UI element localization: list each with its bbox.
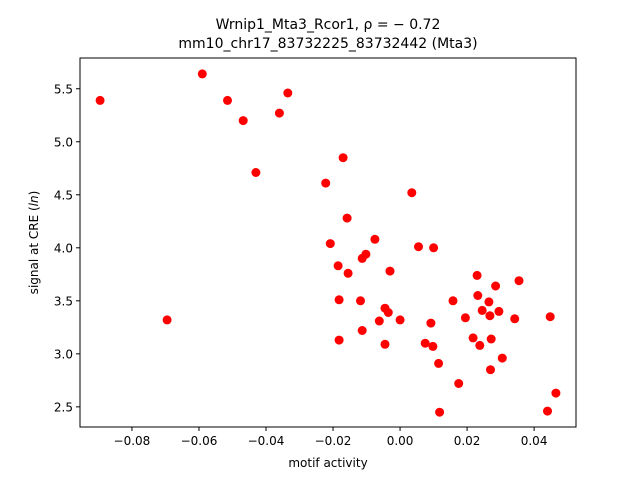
data-point	[334, 335, 344, 345]
data-point	[551, 388, 561, 398]
data-point	[361, 249, 371, 259]
data-point	[477, 305, 487, 315]
x-axis-label: motif activity	[288, 456, 367, 470]
data-point	[385, 266, 395, 276]
data-point	[274, 108, 284, 118]
x-tick-label: −0.08	[114, 434, 151, 448]
data-point	[343, 268, 353, 278]
x-tick-label: −0.02	[315, 434, 352, 448]
data-point	[484, 297, 494, 307]
x-tick-label: 0.04	[521, 434, 548, 448]
data-point	[383, 308, 393, 317]
data-point	[543, 406, 552, 416]
x-tick-label: −0.04	[248, 434, 285, 448]
data-point	[380, 339, 390, 349]
data-points	[95, 69, 561, 417]
data-point	[420, 338, 430, 348]
data-point	[491, 281, 501, 291]
data-point	[486, 365, 495, 375]
data-point	[426, 318, 436, 328]
x-axis-ticks: −0.08 −0.06 −0.04 −0.02 0.00 0.02 0.04	[114, 427, 548, 448]
y-tick-label: 5.5	[54, 82, 73, 96]
data-point	[338, 153, 348, 163]
y-tick-label: 5.0	[54, 135, 73, 149]
data-point	[485, 311, 495, 321]
data-point	[428, 341, 438, 351]
data-point	[486, 334, 496, 344]
plot-frame	[79, 57, 577, 428]
data-point	[473, 291, 483, 300]
data-point	[356, 296, 365, 306]
data-point	[514, 276, 524, 286]
data-point	[321, 178, 331, 188]
data-point	[395, 315, 405, 325]
data-point	[429, 243, 439, 253]
data-point	[454, 379, 464, 388]
data-point	[460, 313, 470, 323]
data-point	[197, 69, 207, 79]
data-point	[283, 88, 293, 98]
data-point	[448, 296, 458, 306]
chart-title-line2: mm10_chr17_83732225_83732442 (Mta3)	[178, 36, 477, 52]
data-point	[162, 315, 172, 325]
y-tick-label: 4.0	[54, 241, 73, 255]
data-point	[325, 239, 335, 249]
data-point	[434, 358, 444, 368]
data-point	[333, 261, 343, 271]
data-point	[238, 116, 248, 126]
data-point	[494, 306, 504, 316]
y-axis-label: signal at CRE (ln)	[27, 191, 41, 295]
data-point	[414, 242, 423, 252]
data-point	[497, 353, 507, 363]
y-tick-label: 3.5	[54, 294, 73, 308]
data-point	[95, 95, 105, 105]
x-tick-label: −0.06	[181, 434, 218, 448]
y-axis-ticks: 2.5 3.0 3.5 4.0 4.5 5.0 5.5	[54, 82, 80, 414]
data-point	[357, 326, 367, 335]
data-point	[407, 188, 417, 198]
data-point	[475, 340, 485, 350]
x-tick-label: 0.00	[387, 434, 414, 448]
y-tick-label: 4.5	[54, 188, 73, 202]
y-tick-label: 3.0	[54, 347, 73, 361]
data-point	[370, 234, 380, 244]
data-point	[435, 407, 445, 417]
chart-title-line1: Wrnip1_Mta3_Rcor1, ρ = − 0.72	[216, 17, 441, 33]
data-point	[334, 295, 344, 305]
data-point	[468, 333, 478, 343]
x-tick-label: 0.02	[454, 434, 481, 448]
data-point	[374, 316, 384, 326]
y-tick-label: 2.5	[54, 400, 73, 414]
data-point	[223, 95, 232, 105]
data-point	[342, 213, 352, 223]
data-point	[251, 168, 261, 177]
data-point	[472, 270, 482, 280]
data-point	[545, 312, 555, 322]
data-point	[510, 314, 520, 324]
